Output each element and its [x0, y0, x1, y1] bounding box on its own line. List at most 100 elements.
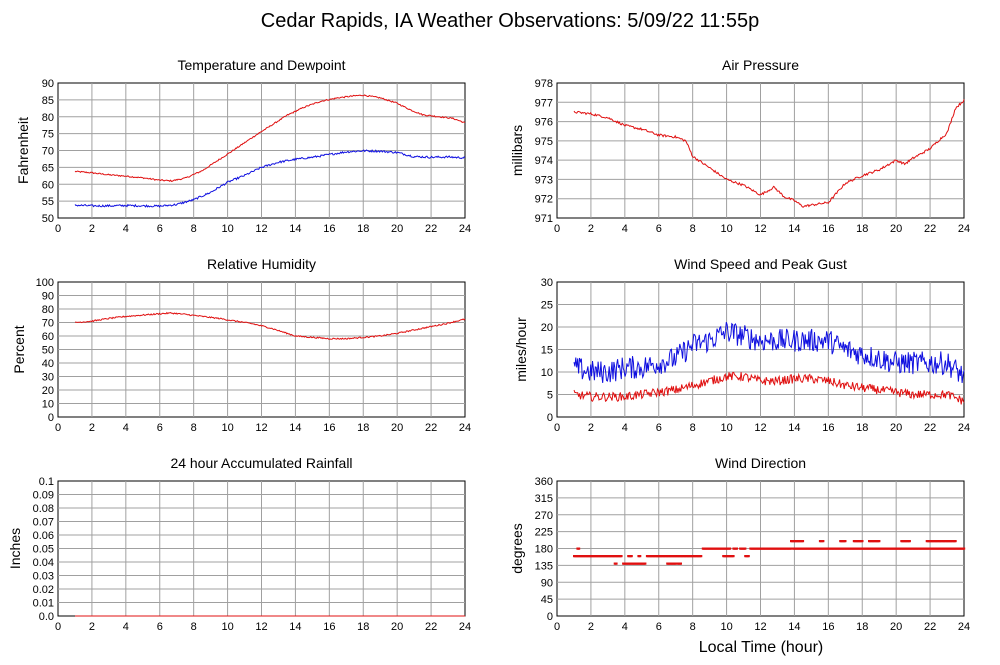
x-tick-label: 8	[191, 223, 197, 235]
y-axis-label: miles/hour	[513, 317, 529, 382]
y-tick-label: 0	[547, 611, 553, 623]
y-tick-label: 0.09	[33, 490, 54, 502]
direction-point	[639, 555, 642, 558]
y-tick-label: 50	[42, 213, 54, 225]
x-tick-label: 18	[357, 422, 369, 434]
direction-point	[744, 547, 747, 550]
y-tick-label: 0.01	[33, 598, 54, 610]
x-tick-label: 20	[890, 422, 902, 434]
direction-point	[679, 562, 682, 565]
x-tick-label: 10	[720, 422, 732, 434]
x-tick-label: 10	[221, 223, 233, 235]
y-tick-label: 225	[535, 527, 553, 539]
x-tick-label: 16	[822, 422, 834, 434]
x-tick-label: 14	[289, 621, 301, 633]
direction-point	[615, 562, 618, 565]
x-tick-label: 4	[123, 223, 129, 235]
direction-point	[630, 555, 633, 558]
x-tick-label: 0	[55, 422, 61, 434]
y-tick-label: 40	[42, 358, 54, 370]
x-tick-label: 2	[89, 621, 95, 633]
x-tick-label: 16	[323, 422, 335, 434]
x-tick-label: 2	[89, 223, 95, 235]
x-tick-label: 14	[289, 422, 301, 434]
chart-humidity: 0 2 4 6 8 10 12 14 16 18 20 22 240102030405060708090…	[11, 256, 471, 434]
y-tick-label: 30	[541, 277, 553, 289]
y-tick-label: 971	[535, 213, 553, 225]
y-tick-label: 0.02	[33, 584, 54, 596]
y-tick-label: 90	[42, 78, 54, 90]
chart-title: Air Pressure	[722, 57, 799, 73]
series-line-red	[74, 311, 466, 340]
series-line-blue	[573, 322, 965, 384]
y-tick-label: 974	[535, 155, 553, 167]
direction-point	[732, 555, 735, 558]
chart-rain: 0 2 4 6 8 10 12 14 16 18 20 22 240.00.010.020.030.04…	[7, 455, 471, 633]
x-tick-label: 24	[459, 621, 471, 633]
y-axis-label: Percent	[11, 325, 27, 373]
direction-point	[747, 555, 750, 558]
x-tick-label: 6	[157, 422, 163, 434]
x-tick-label: 12	[754, 621, 766, 633]
direction-point	[963, 547, 966, 550]
y-tick-label: 978	[535, 78, 553, 90]
page-title: Cedar Rapids, IA Weather Observations: 5…	[261, 10, 759, 32]
direction-point	[801, 540, 805, 543]
direction-point	[822, 540, 825, 543]
x-tick-label: 24	[958, 621, 970, 633]
x-tick-label: 4	[622, 621, 628, 633]
x-tick-label: 24	[958, 223, 970, 235]
y-tick-label: 15	[541, 345, 553, 357]
x-tick-label: 16	[822, 621, 834, 633]
y-tick-label: 85	[42, 95, 54, 107]
x-tick-label: 12	[255, 621, 267, 633]
x-tick-label: 22	[924, 422, 936, 434]
direction-point	[735, 547, 738, 550]
x-tick-label: 12	[255, 223, 267, 235]
direction-point	[644, 562, 647, 565]
y-tick-label: 25	[541, 300, 553, 312]
x-tick-label: 0	[55, 621, 61, 633]
y-tick-label: 972	[535, 194, 553, 206]
y-tick-label: 975	[535, 136, 553, 148]
y-axis-label: degrees	[509, 523, 525, 574]
x-tick-label: 24	[459, 422, 471, 434]
y-tick-label: 315	[535, 493, 553, 505]
chart-temp: 0 2 4 6 8 10 12 14 16 18 20 22 24505560657075808590T…	[15, 57, 471, 235]
y-tick-label: 75	[42, 129, 54, 141]
direction-point	[954, 540, 957, 543]
chart-title: 24 hour Accumulated Rainfall	[170, 455, 352, 471]
y-tick-label: 30	[42, 372, 54, 384]
y-tick-label: 50	[42, 345, 54, 357]
chart-title: Relative Humidity	[207, 256, 316, 272]
y-tick-label: 10	[541, 367, 553, 379]
y-tick-label: 65	[42, 162, 54, 174]
x-tick-label: 6	[157, 223, 163, 235]
x-tick-label: 4	[123, 422, 129, 434]
y-tick-label: 60	[42, 331, 54, 343]
y-tick-label: 0	[48, 412, 54, 424]
x-tick-label: 2	[588, 422, 594, 434]
series-line-blue	[74, 149, 466, 208]
x-tick-label: 18	[856, 223, 868, 235]
y-tick-label: 10	[42, 399, 54, 411]
y-tick-label: 360	[535, 476, 553, 488]
y-tick-label: 976	[535, 117, 553, 129]
x-tick-label: 0	[55, 223, 61, 235]
y-tick-label: 90	[541, 577, 553, 589]
y-tick-label: 20	[541, 322, 553, 334]
y-axis-label: Fahrenheit	[15, 117, 31, 184]
x-tick-label: 2	[89, 422, 95, 434]
y-tick-label: 270	[535, 510, 553, 522]
chart-title: Temperature and Dewpoint	[177, 57, 345, 73]
x-tick-label: 10	[720, 621, 732, 633]
y-tick-label: 5	[547, 390, 553, 402]
y-axis-label: Inches	[7, 528, 23, 569]
x-tick-label: 14	[788, 621, 800, 633]
chart-pressure: 0 2 4 6 8 10 12 14 16 18 20 22 249719729739749759769…	[509, 57, 970, 235]
x-tick-label: 8	[191, 621, 197, 633]
y-tick-label: 80	[42, 112, 54, 124]
y-tick-label: 20	[42, 385, 54, 397]
